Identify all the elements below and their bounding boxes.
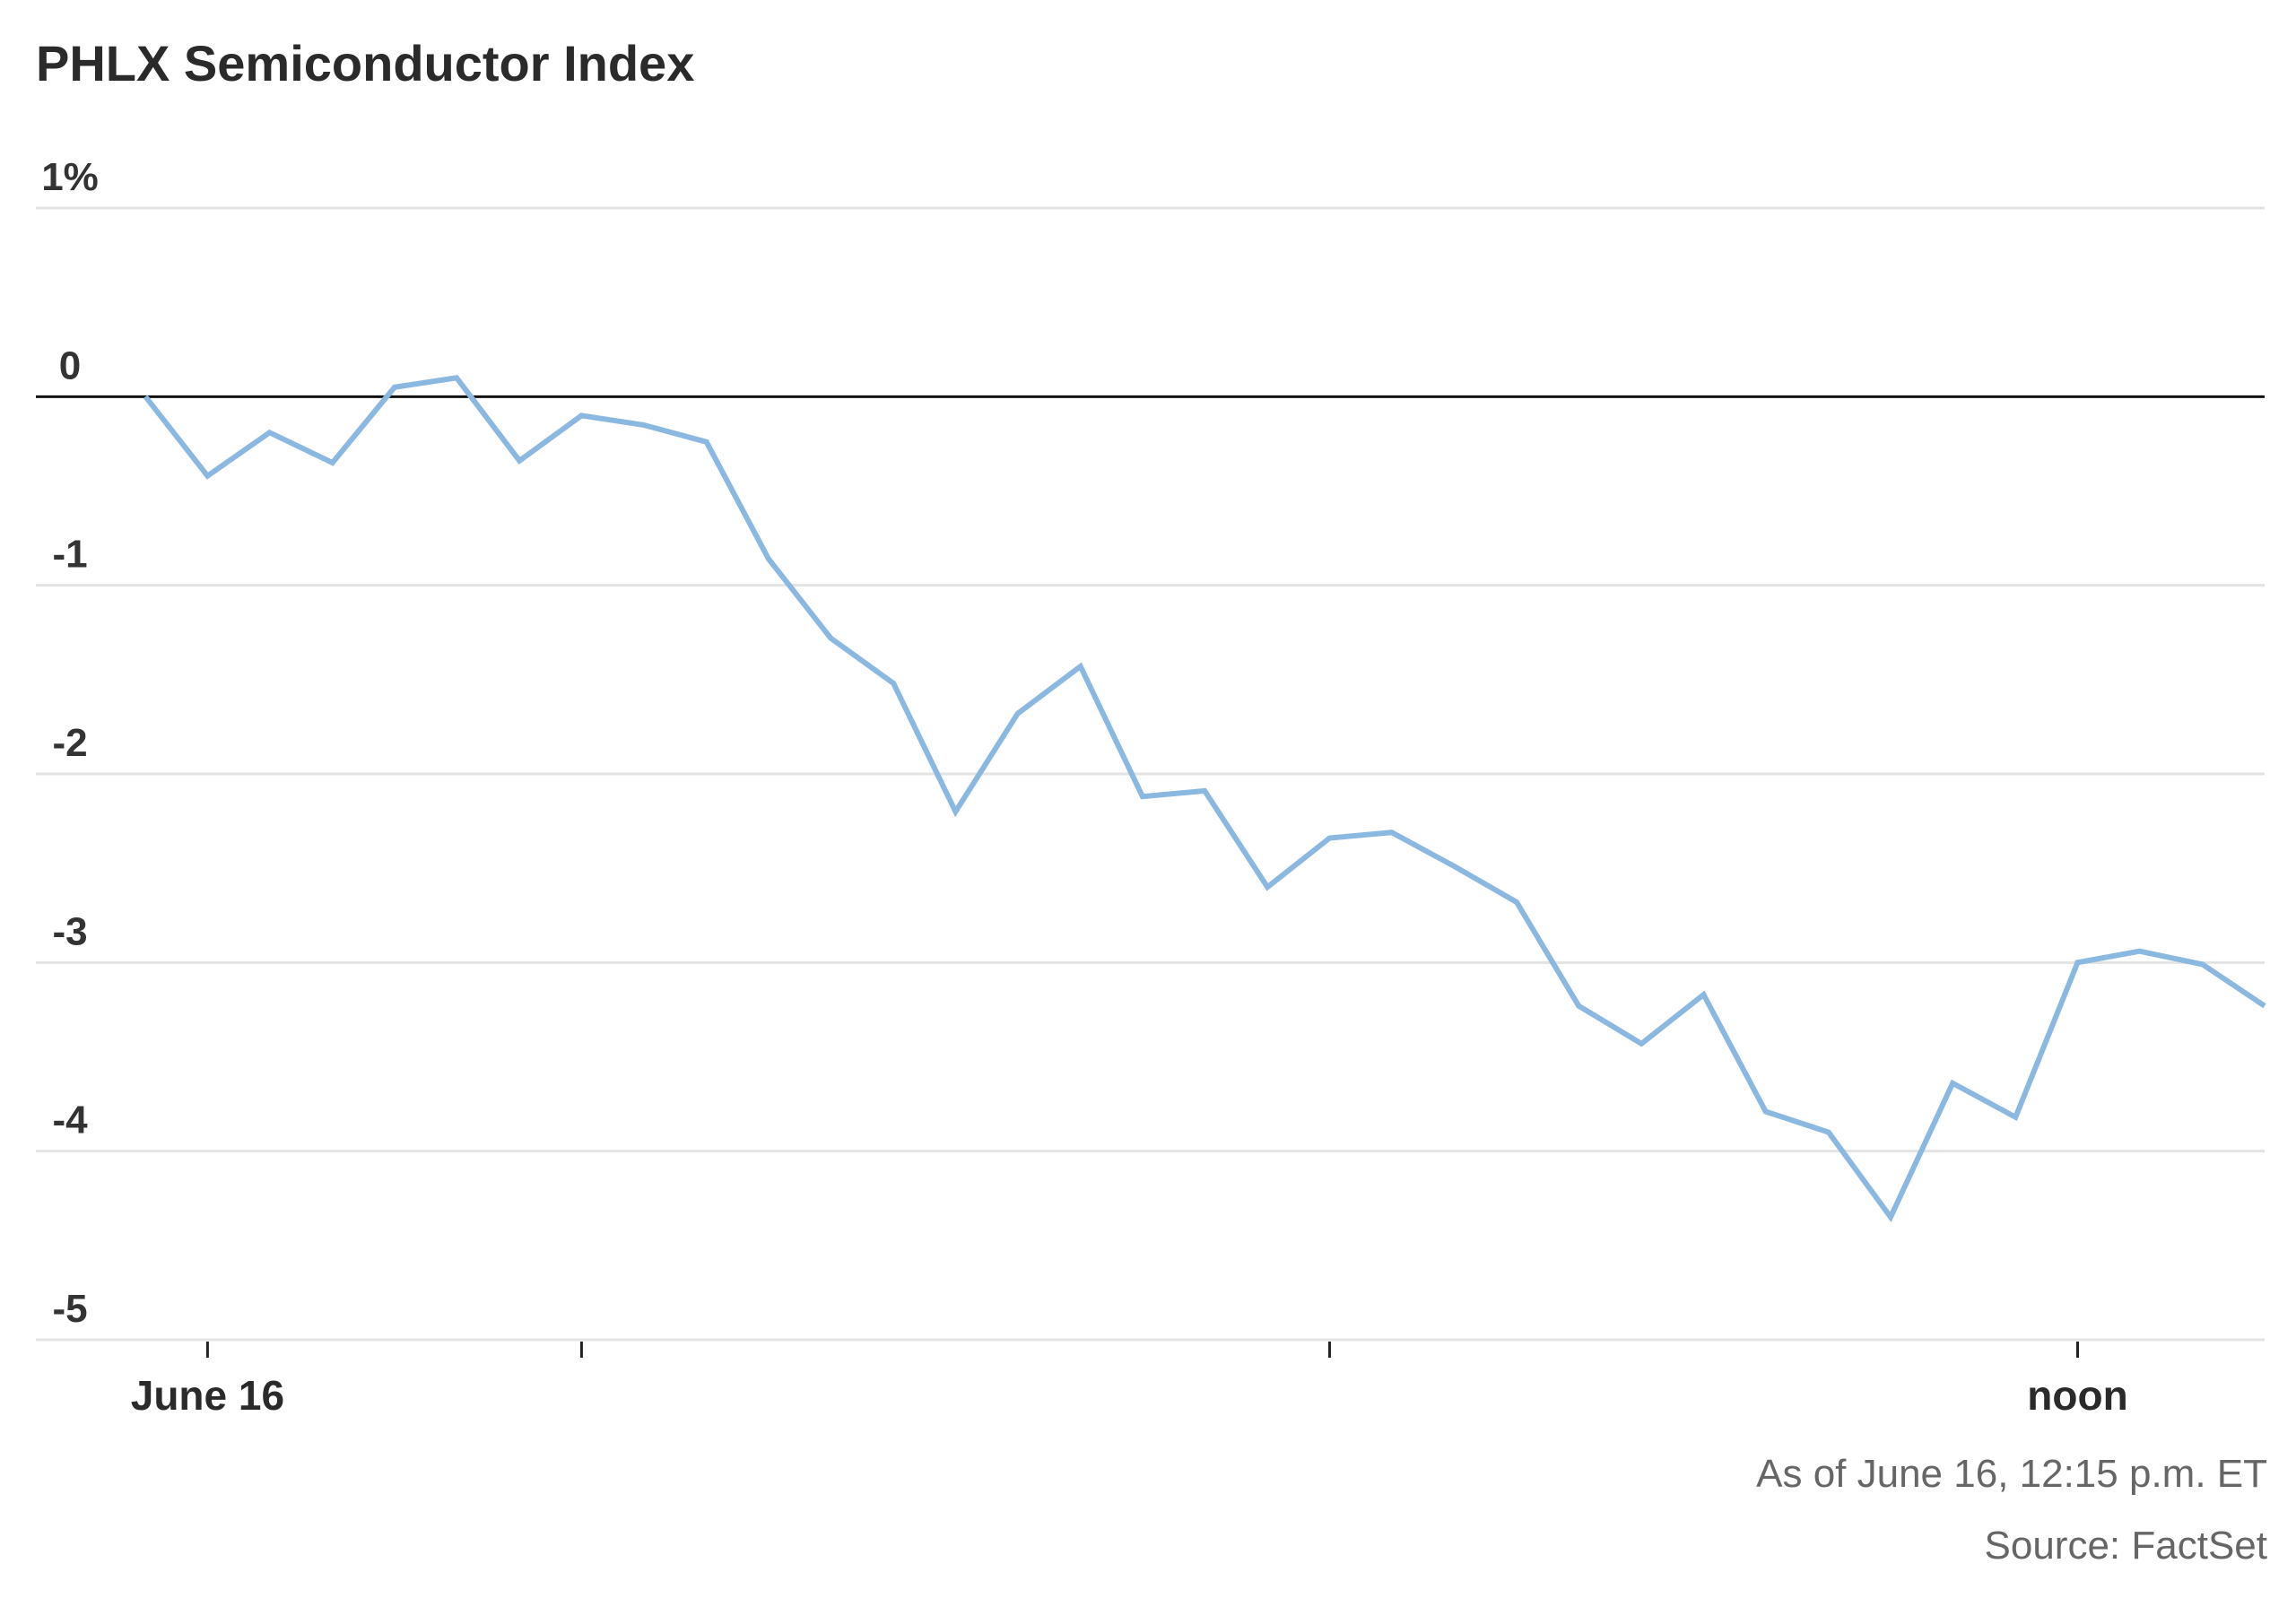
x-tick-label: noon <box>2027 1372 2127 1419</box>
y-tick-label: 0 <box>59 343 81 387</box>
source-note: Source: FactSet <box>1985 1524 2267 1568</box>
x-tick-label: June 16 <box>131 1372 284 1419</box>
y-tick-label: -3 <box>52 909 87 953</box>
y-tick-label: -4 <box>52 1099 88 1142</box>
x-axis-ticks: June 16 noon <box>131 1342 2128 1419</box>
as-of-note: As of June 16, 12:15 p.m. ET <box>1756 1452 2267 1496</box>
y-tick-label: -5 <box>52 1287 87 1331</box>
y-tick-label: -1 <box>52 533 87 577</box>
chart-title: PHLX Semiconductor Index <box>36 35 694 91</box>
y-tick-label: 1% <box>41 155 99 199</box>
y-tick-label: -2 <box>52 721 87 765</box>
grid-lines <box>36 206 2265 1342</box>
series-line <box>143 375 2266 1223</box>
y-axis-tick-labels: 1% 0 -1 -2 -3 -4 -5 <box>41 155 99 1331</box>
series <box>143 375 2266 1223</box>
